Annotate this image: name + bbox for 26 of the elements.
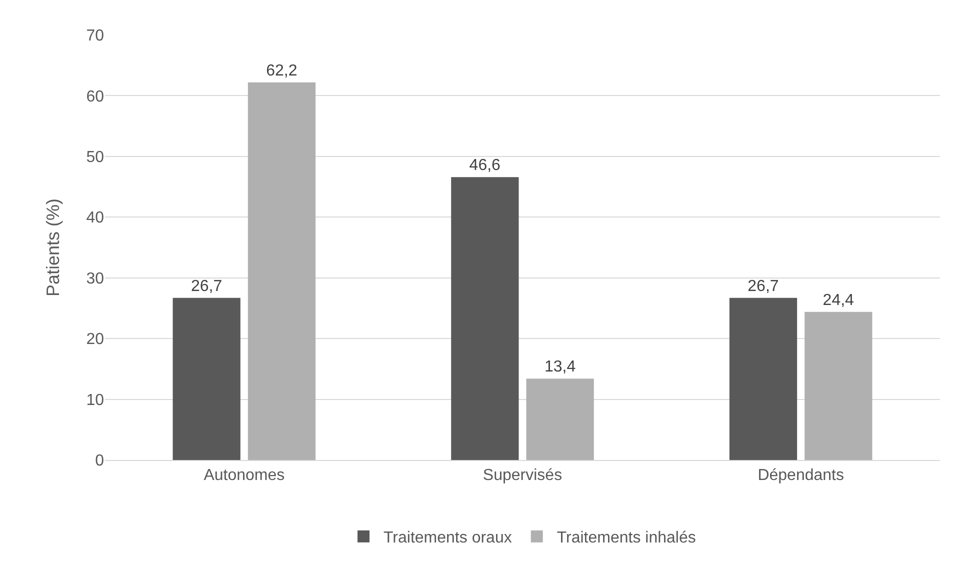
bar xyxy=(451,177,519,460)
legend-label: Traitements inhalés xyxy=(556,530,696,547)
data-label: 24,4 xyxy=(822,292,854,309)
bar xyxy=(172,298,240,460)
data-label: 26,7 xyxy=(748,278,779,295)
bar xyxy=(526,378,594,460)
bar xyxy=(248,82,316,460)
y-tick-label: 20 xyxy=(86,331,104,348)
y-axis-title: Patients (%) xyxy=(43,198,63,297)
x-tick-label: Autonomes xyxy=(204,467,285,484)
x-tick-label: Dépendants xyxy=(758,467,844,484)
y-tick-label: 60 xyxy=(86,88,104,106)
y-tick-label: 40 xyxy=(86,210,104,227)
y-tick-label: 70 xyxy=(86,28,104,45)
legend-label: Traitements oraux xyxy=(384,530,512,547)
data-label: 62,2 xyxy=(266,62,298,80)
x-tick-label: Supervisés xyxy=(482,467,562,484)
data-label: 13,4 xyxy=(544,358,576,376)
data-label: 26,7 xyxy=(190,278,222,295)
y-tick-label: 30 xyxy=(86,270,104,288)
bar xyxy=(804,312,872,460)
data-label: 46,6 xyxy=(469,157,501,174)
y-tick-label: 50 xyxy=(86,149,104,166)
y-tick-label: 0 xyxy=(95,452,104,470)
bar xyxy=(729,298,798,460)
y-tick-label: 10 xyxy=(86,392,104,409)
